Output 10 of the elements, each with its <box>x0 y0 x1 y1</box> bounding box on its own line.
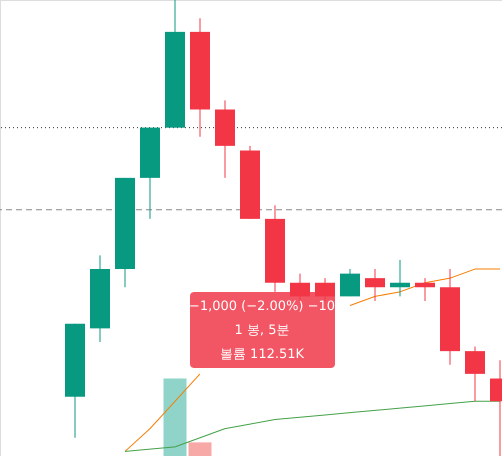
candlestick <box>290 273 310 302</box>
candlestick <box>340 268 360 297</box>
candlestick <box>465 346 485 402</box>
annotation: 볼륨 112.51K <box>220 347 305 362</box>
candlestick <box>415 278 435 302</box>
annotation: 1 봉, 5분 <box>234 323 290 338</box>
candlestick <box>365 268 385 302</box>
candlestick <box>390 259 410 297</box>
candlestick <box>315 278 335 302</box>
annotation: −1,000 (−2.00%) −10 <box>188 299 336 314</box>
